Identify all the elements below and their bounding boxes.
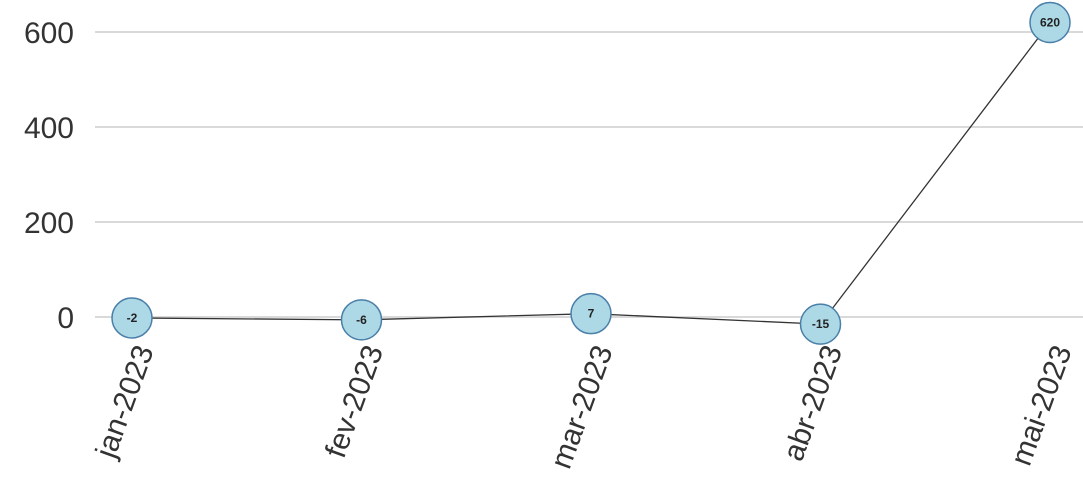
y-tick-label: 600 <box>24 17 74 50</box>
data-point: -6 <box>340 299 383 341</box>
data-point: 620 <box>1029 1 1071 44</box>
data-point: -15 <box>799 303 842 345</box>
data-point-marker <box>340 299 383 341</box>
data-label: 620 <box>1040 16 1060 30</box>
y-axis-ticks: 0 200 400 600 <box>24 17 74 335</box>
data-points: -2 -6 7 -15 620 <box>111 1 1071 345</box>
data-point: 7 <box>570 292 612 335</box>
x-tick-label: jan-2023 <box>89 341 160 463</box>
x-tick-label: abr-2023 <box>777 341 849 465</box>
y-tick-label: 0 <box>57 302 74 335</box>
data-point: -2 <box>111 297 153 339</box>
data-point-marker <box>1029 1 1071 44</box>
x-tick-label: fev-2023 <box>319 341 390 462</box>
data-label: -6 <box>356 313 367 327</box>
data-label: -2 <box>127 311 138 325</box>
x-tick-label: mar-2023 <box>545 341 620 473</box>
y-tick-label: 200 <box>24 207 74 240</box>
series-line <box>131 22 1051 325</box>
data-point-marker <box>111 297 153 339</box>
data-point-marker <box>799 303 842 345</box>
data-label: -15 <box>812 317 830 331</box>
y-tick-label: 400 <box>24 112 74 145</box>
x-tick-label: mai-2023 <box>1005 341 1079 470</box>
x-axis-ticks: jan-2023 fev-2023 mar-2023 abr-2023 mai-2023 <box>89 341 1078 473</box>
series-line-path <box>131 22 1051 325</box>
data-point-marker <box>570 292 612 335</box>
data-label: 7 <box>588 307 595 321</box>
